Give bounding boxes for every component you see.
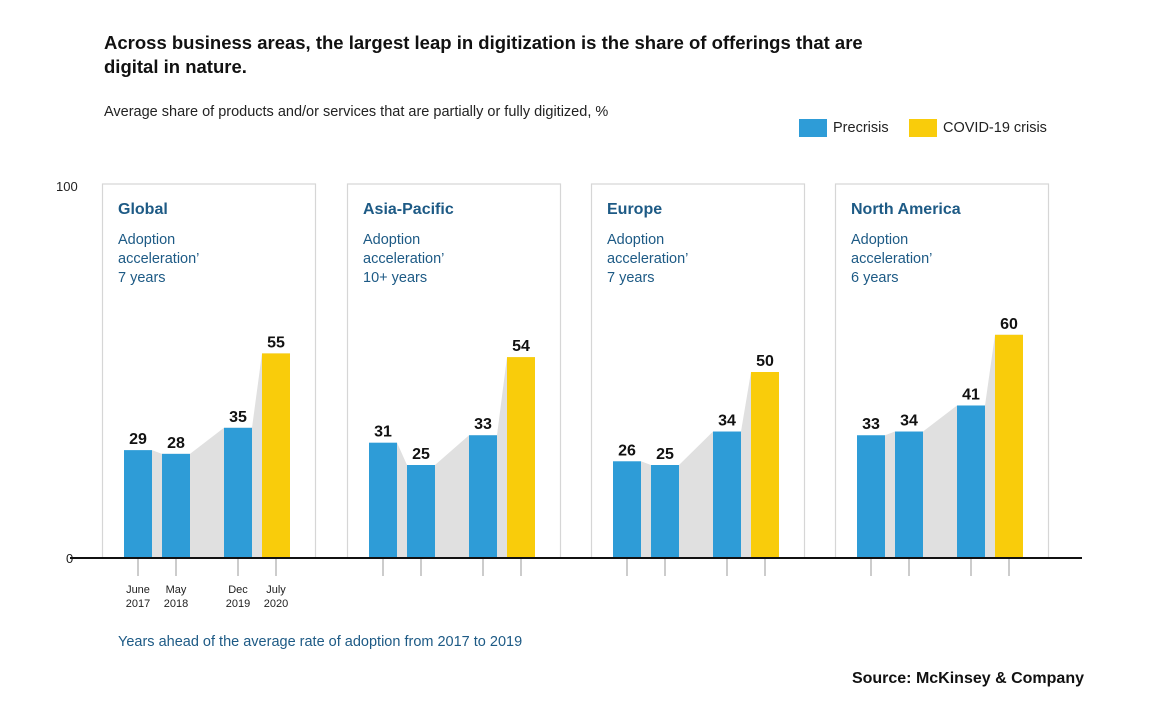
panel-note-line3-global: 7 years: [118, 270, 166, 286]
panel-note-line2-north-america: acceleration’: [851, 251, 932, 267]
value-label-europe-1: 26: [618, 442, 636, 459]
value-label-north-america-4: 60: [1000, 316, 1018, 333]
panel-title-europe: Europe: [607, 201, 662, 218]
value-label-europe-3: 34: [718, 413, 736, 430]
value-label-global-2: 28: [167, 435, 185, 452]
panel-title-asia-pacific: Asia-Pacific: [363, 201, 454, 218]
panel-note-line1-europe: Adoption: [607, 232, 664, 248]
bar-europe-2: [651, 465, 679, 558]
bar-north-america-1: [857, 435, 885, 558]
value-label-asia-pacific-4: 54: [512, 338, 530, 355]
panel-note-line3-asia-pacific: 10+ years: [363, 270, 427, 286]
x-label-bottom-1: 2017: [126, 598, 150, 610]
x-label-bottom-3: 2019: [226, 598, 250, 610]
x-label-top-2: May: [166, 584, 187, 596]
y-tick-label-0: 0: [66, 551, 73, 566]
value-label-global-1: 29: [129, 431, 147, 448]
legend-label-precrisis: Precrisis: [833, 120, 889, 136]
chart-footnote: Years ahead of the average rate of adopt…: [118, 634, 522, 650]
bar-europe-1: [613, 461, 641, 558]
legend-label-covid: COVID-19 crisis: [943, 120, 1047, 136]
value-label-asia-pacific-2: 25: [412, 446, 430, 463]
legend-swatch-precrisis: [799, 119, 827, 137]
x-label-bottom-4: 2020: [264, 598, 288, 610]
panel-note-line1-global: Adoption: [118, 232, 175, 248]
y-tick-label-100: 100: [56, 179, 78, 194]
chart-title: Across business areas, the largest leap …: [104, 32, 863, 77]
bar-global-2: [162, 453, 190, 558]
value-label-global-3: 35: [229, 409, 247, 426]
bar-north-america-2: [895, 431, 923, 558]
value-label-asia-pacific-3: 33: [474, 416, 492, 433]
panel-note-line1-north-america: Adoption: [851, 232, 908, 248]
bar-global-3: [224, 427, 252, 558]
legend-item-precrisis: Precrisis: [799, 119, 889, 137]
value-label-asia-pacific-1: 31: [374, 424, 392, 441]
bar-europe-3: [713, 431, 741, 558]
value-label-europe-2: 25: [656, 446, 674, 463]
legend-swatch-covid: [909, 119, 937, 137]
panel-note-line2-europe: acceleration’: [607, 251, 688, 267]
bar-asia-pacific-2: [407, 465, 435, 558]
x-label-bottom-2: 2018: [164, 598, 188, 610]
x-label-top-4: July: [266, 584, 286, 596]
panel-note-line3-north-america: 6 years: [851, 270, 899, 286]
value-label-north-america-1: 33: [862, 416, 880, 433]
value-label-north-america-2: 34: [900, 413, 918, 430]
bar-global-4: [262, 353, 290, 558]
x-label-top-3: Dec: [228, 584, 248, 596]
chart-subtitle: Average share of products and/or service…: [104, 104, 609, 120]
panel-note-line1-asia-pacific: Adoption: [363, 232, 420, 248]
bar-asia-pacific-4: [507, 357, 535, 558]
panel-title-global: Global: [118, 201, 168, 218]
bar-asia-pacific-1: [369, 442, 397, 558]
bar-north-america-3: [957, 405, 985, 558]
value-label-north-america-3: 41: [962, 386, 980, 403]
legend-item-covid: COVID-19 crisis: [909, 119, 1047, 137]
bar-europe-4: [751, 372, 779, 558]
bar-asia-pacific-3: [469, 435, 497, 558]
x-label-top-1: June: [126, 584, 150, 596]
bar-north-america-4: [995, 334, 1023, 558]
source-note: Source: McKinsey & Company: [851, 670, 1084, 687]
value-label-global-4: 55: [267, 334, 285, 351]
panel-note-line3-europe: 7 years: [607, 270, 655, 286]
panel-note-line2-asia-pacific: acceleration’: [363, 251, 444, 267]
bar-global-1: [124, 450, 152, 558]
value-label-europe-4: 50: [756, 353, 774, 370]
panel-note-line2-global: acceleration’: [118, 251, 199, 267]
panel-title-north-america: North America: [851, 201, 961, 218]
